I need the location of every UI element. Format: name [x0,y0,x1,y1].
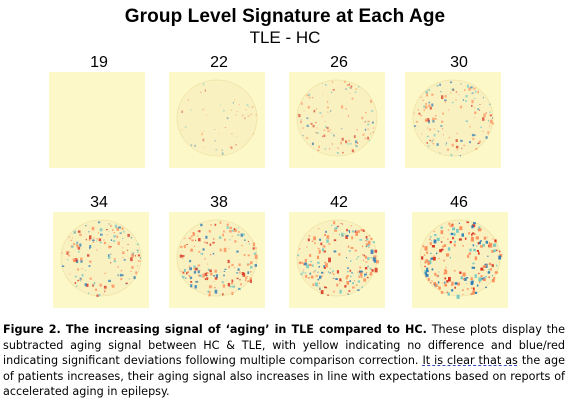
age-label-26: 26 [330,54,348,71]
age-label-34: 34 [90,194,108,211]
figure-caption: Figure 2. The increasing signal of ‘agin… [3,322,565,400]
age-label-38: 38 [210,194,228,211]
age-label-22: 22 [210,54,228,71]
brain-slice-graphic [49,72,145,168]
brain-panel-30 [405,72,501,168]
caption-underlined-phrase: It is clear that as [422,354,518,368]
brain-slice-graphic [296,79,378,157]
age-label-42: 42 [330,194,348,211]
brain-slice-graphic [60,219,142,297]
caption-body-2: the age of patients increases, their agi… [3,354,565,399]
brain-slice-graphic [176,79,258,157]
age-label-19: 19 [90,54,108,71]
brain-slice-graphic [412,79,494,157]
caption-lead: Figure 2. The increasing signal of ‘agin… [3,323,427,336]
brain-panel-26 [289,72,385,168]
figure-subtitle: TLE - HC [249,28,321,47]
brain-panel-38 [169,212,265,308]
brain-panel-46 [412,212,508,308]
brain-panel-42 [289,212,385,308]
brain-panel-19 [49,72,145,168]
age-label-46: 46 [450,194,468,211]
brain-slice-graphic [296,219,379,297]
brain-slice-graphic [176,219,258,297]
figure-title: Group Level Signature at Each Age [124,6,446,27]
brain-panel-22 [169,72,265,168]
brain-slice-graphic [419,219,503,299]
brain-panel-34 [53,212,149,308]
caption-body-1: These plots display the subtracted aging… [3,323,565,368]
age-label-30: 30 [450,54,468,71]
